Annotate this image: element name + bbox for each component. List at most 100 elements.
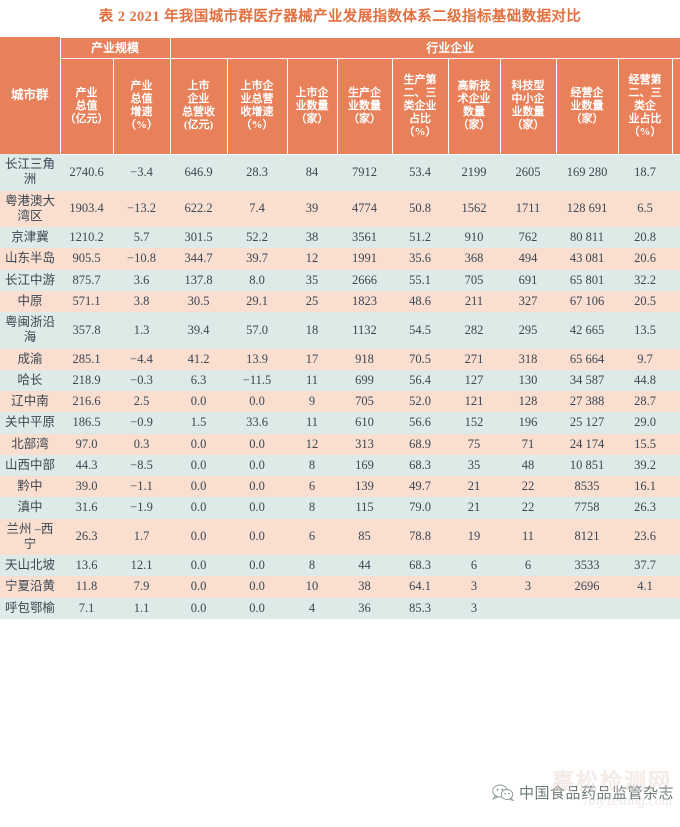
table-row: 关中平原 186.5 −0.9 1.5 33.6 11 610 56.6 152 196 25 12… <box>0 412 680 434</box>
cell-value: 282 <box>448 312 501 349</box>
site-watermark: 嘉松检测网 AnyTesting.com <box>552 770 672 809</box>
cell-value: 691 <box>500 269 557 291</box>
cell-value: 12 <box>287 248 338 270</box>
cell-value: 68.3 <box>392 555 449 577</box>
cell-value: 75 <box>448 433 501 455</box>
wechat-watermark: 中国食品药品监管杂志 <box>492 782 674 803</box>
cell-value: 8121 <box>556 518 619 556</box>
cell-value: 8 <box>287 454 338 477</box>
cell-value: 13.6 <box>60 555 113 577</box>
cell-value: 2199 <box>448 154 501 191</box>
cell-value: 20.8 <box>618 227 673 249</box>
cell-value: 0.0 <box>227 476 288 498</box>
cell-value: 48.6 <box>392 290 449 313</box>
cell-value: 10 <box>672 576 680 598</box>
cell-city-group: 成渝 <box>0 348 60 370</box>
cell-value: 8 <box>672 497 680 519</box>
cell-value: 36 <box>337 597 393 619</box>
cell-value: 2740.6 <box>60 154 113 191</box>
cell-value: 38 <box>287 227 338 249</box>
cell-value: 31.6 <box>60 497 113 519</box>
header-col-export-qualified-count: 具备第二、三类产品出口资质企业数量（家） <box>671 57 680 155</box>
cell-value: 295 <box>500 312 557 349</box>
cell-value: −8.5 <box>113 454 171 477</box>
cell-value: 227 <box>672 227 680 249</box>
cell-city-group: 呼包鄂榆 <box>0 597 60 619</box>
cell-value: 64.1 <box>392 576 449 598</box>
cell-city-group: 长江三角洲 <box>0 154 60 191</box>
cell-value: −3.4 <box>113 154 171 191</box>
cell-value: 1.5 <box>170 412 228 434</box>
cell-value: 368 <box>448 248 501 270</box>
cell-value: 910 <box>448 227 501 249</box>
cell-value: 271 <box>448 348 501 370</box>
cell-value: 25 <box>287 290 338 313</box>
table-body: 长江三角洲 2740.6 −3.4 646.9 28.3 84 7912 53.4 2199 26… <box>0 154 680 619</box>
header-col-listed-revenue: 上市 企业 总营收 (亿元) <box>169 57 228 155</box>
cell-value: 28.7 <box>618 391 673 413</box>
cell-city-group: 黔中 <box>0 476 60 498</box>
table-row: 长江中游 875.7 3.6 137.8 8.0 35 2666 55.1 705 691 65 8… <box>0 269 680 291</box>
cell-value: 5.7 <box>113 227 171 249</box>
cell-value: 3.8 <box>113 290 171 313</box>
cell-value: 1711 <box>500 190 557 228</box>
cell-value: 137.8 <box>170 269 228 291</box>
cell-value: 3 <box>500 576 557 598</box>
header-col-manufacturer-class23-share: 生产第 二、三 类企业 占比 （%） <box>391 57 449 155</box>
cell-value: 35.6 <box>392 248 449 270</box>
cell-value: 6.3 <box>170 369 228 392</box>
cell-value: 875.7 <box>60 269 113 291</box>
wechat-icon <box>492 784 515 802</box>
cell-value: 55.1 <box>392 269 449 291</box>
cell-value: 3533 <box>556 555 619 577</box>
cell-value: 3 <box>448 597 501 619</box>
cell-value: 71 <box>500 433 557 455</box>
cell-city-group: 关中平原 <box>0 412 60 434</box>
cell-value: 9 <box>672 391 680 413</box>
cell-value: 16.1 <box>618 476 673 498</box>
cell-value: 0.0 <box>170 391 228 413</box>
cell-value: 1210.2 <box>60 227 113 249</box>
cell-value: 85 <box>337 518 393 556</box>
cell-value: 0.0 <box>170 476 228 498</box>
cell-value: 128 691 <box>556 190 619 228</box>
cell-value: 1.1 <box>113 597 171 619</box>
header-group-row: 城市群 产业规模 行业企业 <box>0 36 680 155</box>
indicator-data-table: 城市群 产业规模 行业企业 产业 总值 （亿元） 产业 总值 增速 （%） 上市 企业 总营收… <box>0 36 680 619</box>
cell-value: 44 <box>337 555 393 577</box>
cell-value: 65 801 <box>556 269 619 291</box>
cell-value: 11 <box>287 369 338 392</box>
cell-value: 68.9 <box>392 433 449 455</box>
cell-value: 32.2 <box>618 269 673 291</box>
cell-value: 17 <box>287 348 338 370</box>
cell-city-group: 滇中 <box>0 497 60 519</box>
cell-value: 6 <box>448 555 501 577</box>
cell-city-group: 兰州 –西宁 <box>0 518 60 556</box>
cell-value: 6 <box>672 476 680 498</box>
header-col-distributor-count: 经营企 业数量 （家） <box>555 57 619 155</box>
header-col-distributor-class23-share: 经营第 二、三 类企 业占比 （%） <box>617 57 673 155</box>
cell-value: 51.2 <box>392 227 449 249</box>
table-row: 哈长 218.9 −0.3 6.3 −11.5 11 699 56.4 127 130 34 587… <box>0 369 680 392</box>
cell-value: 7912 <box>337 154 393 191</box>
cell-value: 3561 <box>337 227 393 249</box>
cell-value: 196 <box>500 412 557 434</box>
cell-value: 211 <box>448 290 501 313</box>
cell-value: 97.0 <box>60 433 113 455</box>
cell-value: 160 <box>672 269 680 291</box>
cell-value: 494 <box>500 248 557 270</box>
cell-value: 18 <box>287 312 338 349</box>
cell-value: 7.1 <box>60 597 113 619</box>
cell-value: 57.0 <box>227 312 288 349</box>
table-row: 粤闽浙沿海 357.8 1.3 39.4 57.0 18 1132 54.5 282 295 42 … <box>0 312 680 349</box>
cell-value: 12 <box>287 433 338 455</box>
cell-value: 44.8 <box>618 369 673 392</box>
cell-value: −0.9 <box>113 412 171 434</box>
cell-value: 905.5 <box>60 248 113 270</box>
cell-value: 646.9 <box>170 154 228 191</box>
cell-value: 48 <box>500 454 557 477</box>
cell-value: 623 <box>672 190 680 228</box>
